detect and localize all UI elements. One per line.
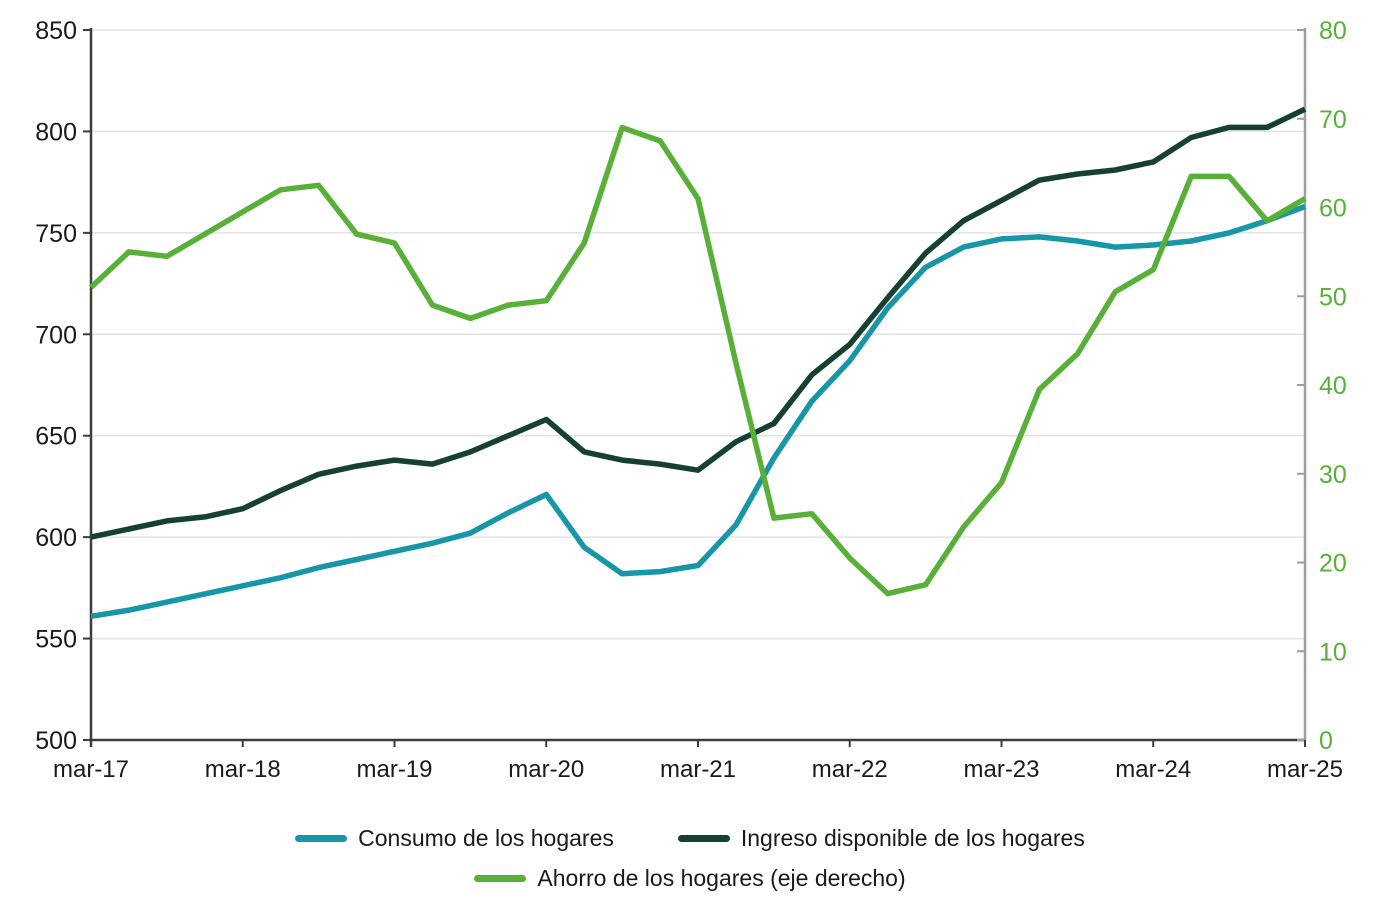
line-chart-canvas: 500 550 600 650 700 750 800 850 0 10 20 30 40 50 60 70 8… (35, 17, 1347, 783)
chart-legend: Consumo de los hogares Ingreso disponibl… (0, 818, 1380, 898)
right-axis-tick-label: 40 (1319, 372, 1347, 400)
x-axis-tick-label: mar-25 (1267, 756, 1343, 783)
x-axis-tick-label: mar-20 (508, 756, 584, 783)
left-axis-tick-label: 600 (35, 524, 77, 552)
right-axis-tick-label: 20 (1319, 550, 1347, 578)
left-axis-tick-label: 550 (35, 626, 77, 654)
x-axis-tick-label: mar-22 (812, 756, 888, 783)
left-axis-tick-label: 750 (35, 220, 77, 248)
left-axis-tick-label: 800 (35, 118, 77, 146)
right-axis-tick-label: 50 (1319, 283, 1347, 311)
legend-row-1: Consumo de los hogares Ingreso disponibl… (0, 818, 1380, 858)
legend-label-ahorro: Ahorro de los hogares (eje derecho) (537, 864, 906, 891)
legend-swatch-ahorro (474, 874, 527, 882)
x-axis-tick-label: mar-19 (356, 756, 432, 783)
x-axis-tick-label: mar-21 (660, 756, 736, 783)
legend-item-ahorro: Ahorro de los hogares (eje derecho) (474, 864, 906, 892)
x-axis-tick-label: mar-24 (1115, 756, 1191, 783)
left-axis-tick-label: 850 (35, 17, 77, 45)
legend-swatch-consumo (295, 834, 348, 842)
right-axis-tick-label: 70 (1319, 106, 1347, 134)
left-axis-tick-label: 500 (35, 727, 77, 755)
left-axis-tick-label: 650 (35, 423, 77, 451)
right-axis-tick-label: 10 (1319, 638, 1347, 666)
right-axis-tick-label: 80 (1319, 17, 1347, 45)
x-axis-tick-label: mar-23 (963, 756, 1039, 783)
series-line-left-ingreso (90, 106, 1307, 540)
left-axis-tick-label: 700 (35, 321, 77, 349)
legend-item-ingreso: Ingreso disponible de los hogares (677, 824, 1085, 852)
legend-item-consumo: Consumo de los hogares (295, 825, 614, 852)
right-axis-tick-label: 30 (1319, 461, 1347, 489)
x-axis-tick-label: mar-17 (53, 756, 129, 783)
legend-label-consumo: Consumo de los hogares (358, 824, 614, 851)
right-axis-tick-label: 60 (1319, 195, 1347, 223)
series-line-left-consumo (90, 203, 1306, 620)
legend-swatch-ingreso (677, 834, 730, 842)
legend-label-ingreso: Ingreso disponible de los hogares (740, 824, 1085, 851)
series-line-right-ahorro (89, 124, 1307, 597)
x-axis-tick-label: mar-18 (205, 756, 281, 783)
legend-row-2: Ahorro de los hogares (eje derecho) (0, 858, 1380, 898)
right-axis-tick-label: 0 (1319, 727, 1333, 755)
